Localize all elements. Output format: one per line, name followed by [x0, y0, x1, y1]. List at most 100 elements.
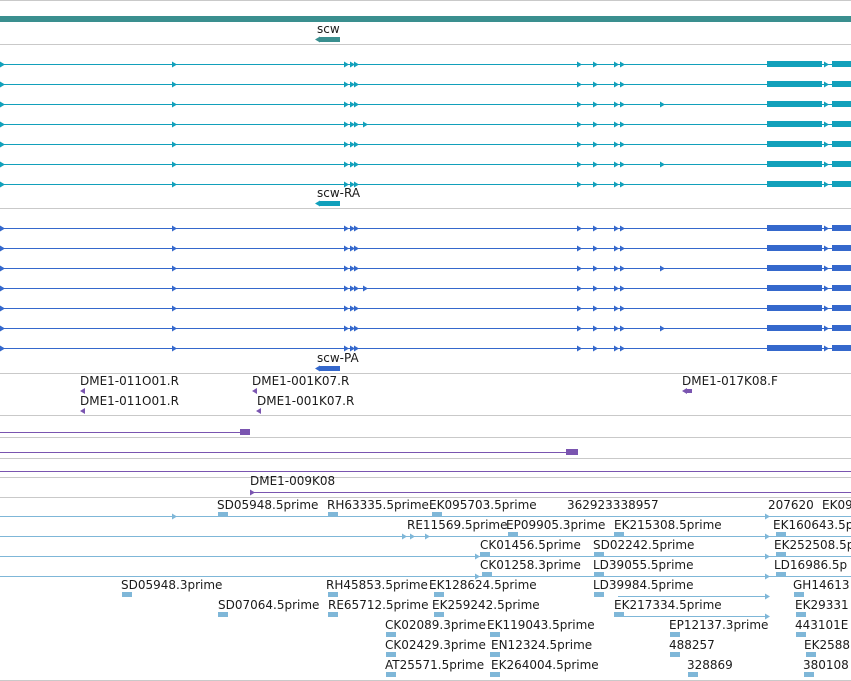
strand-arrow[interactable]	[354, 305, 359, 312]
strand-arrow[interactable]	[344, 225, 349, 232]
strand-arrow[interactable]	[593, 285, 598, 292]
transcript-exon[interactable]	[767, 121, 822, 127]
est-glyph[interactable]	[386, 652, 396, 657]
strand-arrow[interactable]	[620, 101, 625, 108]
est-label[interactable]: LD39984.5prime	[593, 578, 694, 592]
strand-arrow[interactable]	[824, 81, 829, 88]
strand-arrow[interactable]	[0, 141, 5, 148]
est-label[interactable]: EK095703.5prime	[429, 498, 537, 512]
est-glyph[interactable]	[776, 572, 786, 577]
est-glyph[interactable]	[804, 672, 814, 677]
strand-arrow[interactable]	[824, 161, 829, 168]
strand-arrow[interactable]	[344, 101, 349, 108]
est-label[interactable]: GH14613	[793, 578, 850, 592]
transcript-exon[interactable]	[832, 265, 851, 271]
strand-arrow[interactable]	[172, 181, 177, 188]
clone-glyph[interactable]	[686, 389, 692, 393]
est-glyph[interactable]	[328, 512, 338, 517]
gene-span-bar[interactable]	[0, 16, 851, 22]
est-label[interactable]: EK215308.5prime	[614, 518, 722, 532]
est-label[interactable]: EK128624.5prime	[429, 578, 537, 592]
strand-arrow[interactable]	[363, 121, 368, 128]
est-label[interactable]: 207620	[768, 498, 814, 512]
strand-arrow[interactable]	[824, 345, 829, 352]
strand-arrow[interactable]	[350, 285, 355, 292]
transcript-exon[interactable]	[832, 81, 851, 87]
est-glyph[interactable]	[796, 632, 806, 637]
strand-arrow[interactable]	[172, 325, 177, 332]
transcript-exon[interactable]	[832, 285, 851, 291]
strand-arrow[interactable]	[344, 245, 349, 252]
transcript-exon[interactable]	[832, 121, 851, 127]
est-label[interactable]: EK252508.5p	[774, 538, 851, 552]
strand-arrow[interactable]	[350, 225, 355, 232]
strand-arrow[interactable]	[350, 181, 355, 188]
strand-arrow[interactable]	[593, 225, 598, 232]
transcript-exon[interactable]	[832, 225, 851, 231]
est-glyph[interactable]	[796, 612, 806, 617]
transcript-exon[interactable]	[832, 245, 851, 251]
strand-arrow[interactable]	[315, 200, 320, 207]
strand-arrow[interactable]	[765, 533, 770, 540]
strand-arrow[interactable]	[425, 533, 430, 540]
strand-arrow[interactable]	[344, 121, 349, 128]
transcript-exon[interactable]	[767, 325, 822, 331]
transcript-exon[interactable]	[767, 265, 822, 271]
est-label[interactable]: RH63335.5prime	[327, 498, 429, 512]
strand-arrow[interactable]	[172, 265, 177, 272]
strand-arrow[interactable]	[344, 325, 349, 332]
strand-arrow[interactable]	[344, 161, 349, 168]
strand-arrow[interactable]	[344, 305, 349, 312]
strand-arrow[interactable]	[315, 365, 320, 372]
transcript-exon[interactable]	[832, 181, 851, 187]
strand-arrow[interactable]	[620, 61, 625, 68]
est-label[interactable]: EK119043.5prime	[487, 618, 595, 632]
strand-arrow[interactable]	[824, 181, 829, 188]
strand-arrow[interactable]	[660, 265, 665, 272]
est-label[interactable]: RE65712.5prime	[328, 598, 429, 612]
est-glyph[interactable]	[480, 552, 490, 557]
strand-arrow[interactable]	[593, 181, 598, 188]
strand-arrow[interactable]	[765, 613, 770, 620]
strand-arrow[interactable]	[765, 553, 770, 560]
strand-arrow[interactable]	[824, 121, 829, 128]
est-label[interactable]: RH45853.5prime	[326, 578, 428, 592]
strand-arrow[interactable]	[577, 265, 582, 272]
est-glyph[interactable]	[806, 652, 816, 657]
strand-arrow[interactable]	[577, 325, 582, 332]
strand-arrow[interactable]	[577, 285, 582, 292]
strand-arrow[interactable]	[614, 61, 619, 68]
est-glyph[interactable]	[794, 592, 804, 597]
strand-arrow[interactable]	[593, 245, 598, 252]
transcript-exon[interactable]	[832, 101, 851, 107]
est-glyph[interactable]	[614, 532, 624, 537]
clone-label[interactable]: DME1-001K07.R	[252, 374, 350, 388]
strand-arrow[interactable]	[344, 265, 349, 272]
est-label[interactable]: CK02429.3prime	[385, 638, 486, 652]
transcript-exon[interactable]	[832, 305, 851, 311]
est-label[interactable]: 328869	[687, 658, 733, 672]
strand-arrow[interactable]	[824, 245, 829, 252]
strand-arrow[interactable]	[80, 408, 85, 414]
strand-arrow[interactable]	[344, 141, 349, 148]
strand-arrow[interactable]	[577, 345, 582, 352]
strand-arrow[interactable]	[614, 101, 619, 108]
transcript-exon[interactable]	[832, 345, 851, 351]
strand-arrow[interactable]	[172, 245, 177, 252]
est-glyph[interactable]	[122, 592, 132, 597]
strand-arrow[interactable]	[593, 305, 598, 312]
strand-arrow[interactable]	[620, 345, 625, 352]
strand-arrow[interactable]	[172, 121, 177, 128]
strand-arrow[interactable]	[824, 325, 829, 332]
strand-arrow[interactable]	[0, 345, 5, 352]
strand-arrow[interactable]	[620, 81, 625, 88]
strand-arrow[interactable]	[350, 101, 355, 108]
strand-arrow[interactable]	[0, 305, 5, 312]
strand-arrow[interactable]	[577, 81, 582, 88]
strand-arrow[interactable]	[350, 161, 355, 168]
est-glyph[interactable]	[490, 652, 500, 657]
strand-arrow[interactable]	[350, 345, 355, 352]
strand-arrow[interactable]	[410, 533, 415, 540]
strand-arrow[interactable]	[620, 161, 625, 168]
est-glyph[interactable]	[594, 552, 604, 557]
